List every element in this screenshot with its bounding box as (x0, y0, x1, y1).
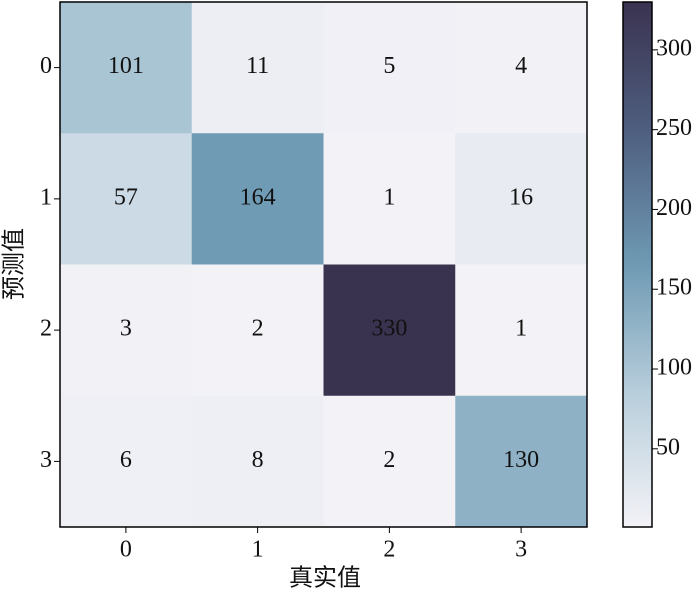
heatmap-cell (455, 133, 588, 265)
cell-label: 11 (246, 53, 269, 79)
heatmap-cell (323, 264, 456, 397)
heatmap-cell (323, 133, 456, 265)
x-tick-label: 1 (252, 537, 264, 563)
cell-label: 6 (120, 447, 132, 473)
heatmap-cell (191, 2, 324, 134)
cell-label: 101 (108, 53, 144, 79)
heatmap-cell (323, 395, 456, 528)
colorbar-tick-label: 100 (656, 355, 692, 381)
cell-label: 57 (114, 184, 138, 210)
cell-label: 130 (503, 447, 539, 473)
heatmap-cell (455, 2, 588, 134)
colorbar-tick-label: 50 (656, 434, 680, 460)
cell-label: 1 (515, 316, 527, 342)
y-tick-label: 0 (40, 53, 52, 79)
cell-label: 8 (252, 447, 264, 473)
colorbar-tick-label: 250 (656, 115, 692, 141)
heatmap-cell (191, 264, 324, 397)
x-tick-label: 3 (515, 537, 527, 563)
heatmap-cell (60, 133, 193, 265)
cell-label: 1 (383, 184, 395, 210)
colorbar-tick-label: 200 (656, 195, 692, 221)
heatmap-cell (191, 395, 324, 528)
heatmap-cell (191, 133, 324, 265)
heatmap-cell (60, 2, 193, 134)
colorbar (622, 1, 653, 528)
heatmap-cell (60, 395, 193, 528)
plot-frame (59, 1, 588, 528)
cell-label: 5 (383, 53, 395, 79)
cell-label: 3 (120, 316, 132, 342)
x-tick-label: 0 (120, 537, 132, 563)
heatmap-cell (455, 395, 588, 528)
cell-label: 4 (515, 53, 527, 79)
y-tick-label: 3 (40, 447, 52, 473)
cell-label: 16 (509, 184, 533, 210)
colorbar-tick-label: 300 (656, 35, 692, 61)
y-axis-label: 预测值 (1, 228, 28, 300)
cell-label: 330 (371, 316, 407, 342)
cell-label: 164 (240, 184, 276, 210)
x-axis-label: 真实值 (289, 565, 361, 592)
heatmap-cell (60, 264, 193, 397)
heatmap-cell (323, 2, 456, 134)
y-tick-label: 1 (40, 184, 52, 210)
cell-label: 2 (252, 316, 264, 342)
cell-label: 2 (383, 447, 395, 473)
x-tick-label: 2 (383, 537, 395, 563)
y-tick-label: 2 (40, 316, 52, 342)
colorbar-tick-label: 150 (656, 275, 692, 301)
heatmap-cell (455, 264, 588, 397)
